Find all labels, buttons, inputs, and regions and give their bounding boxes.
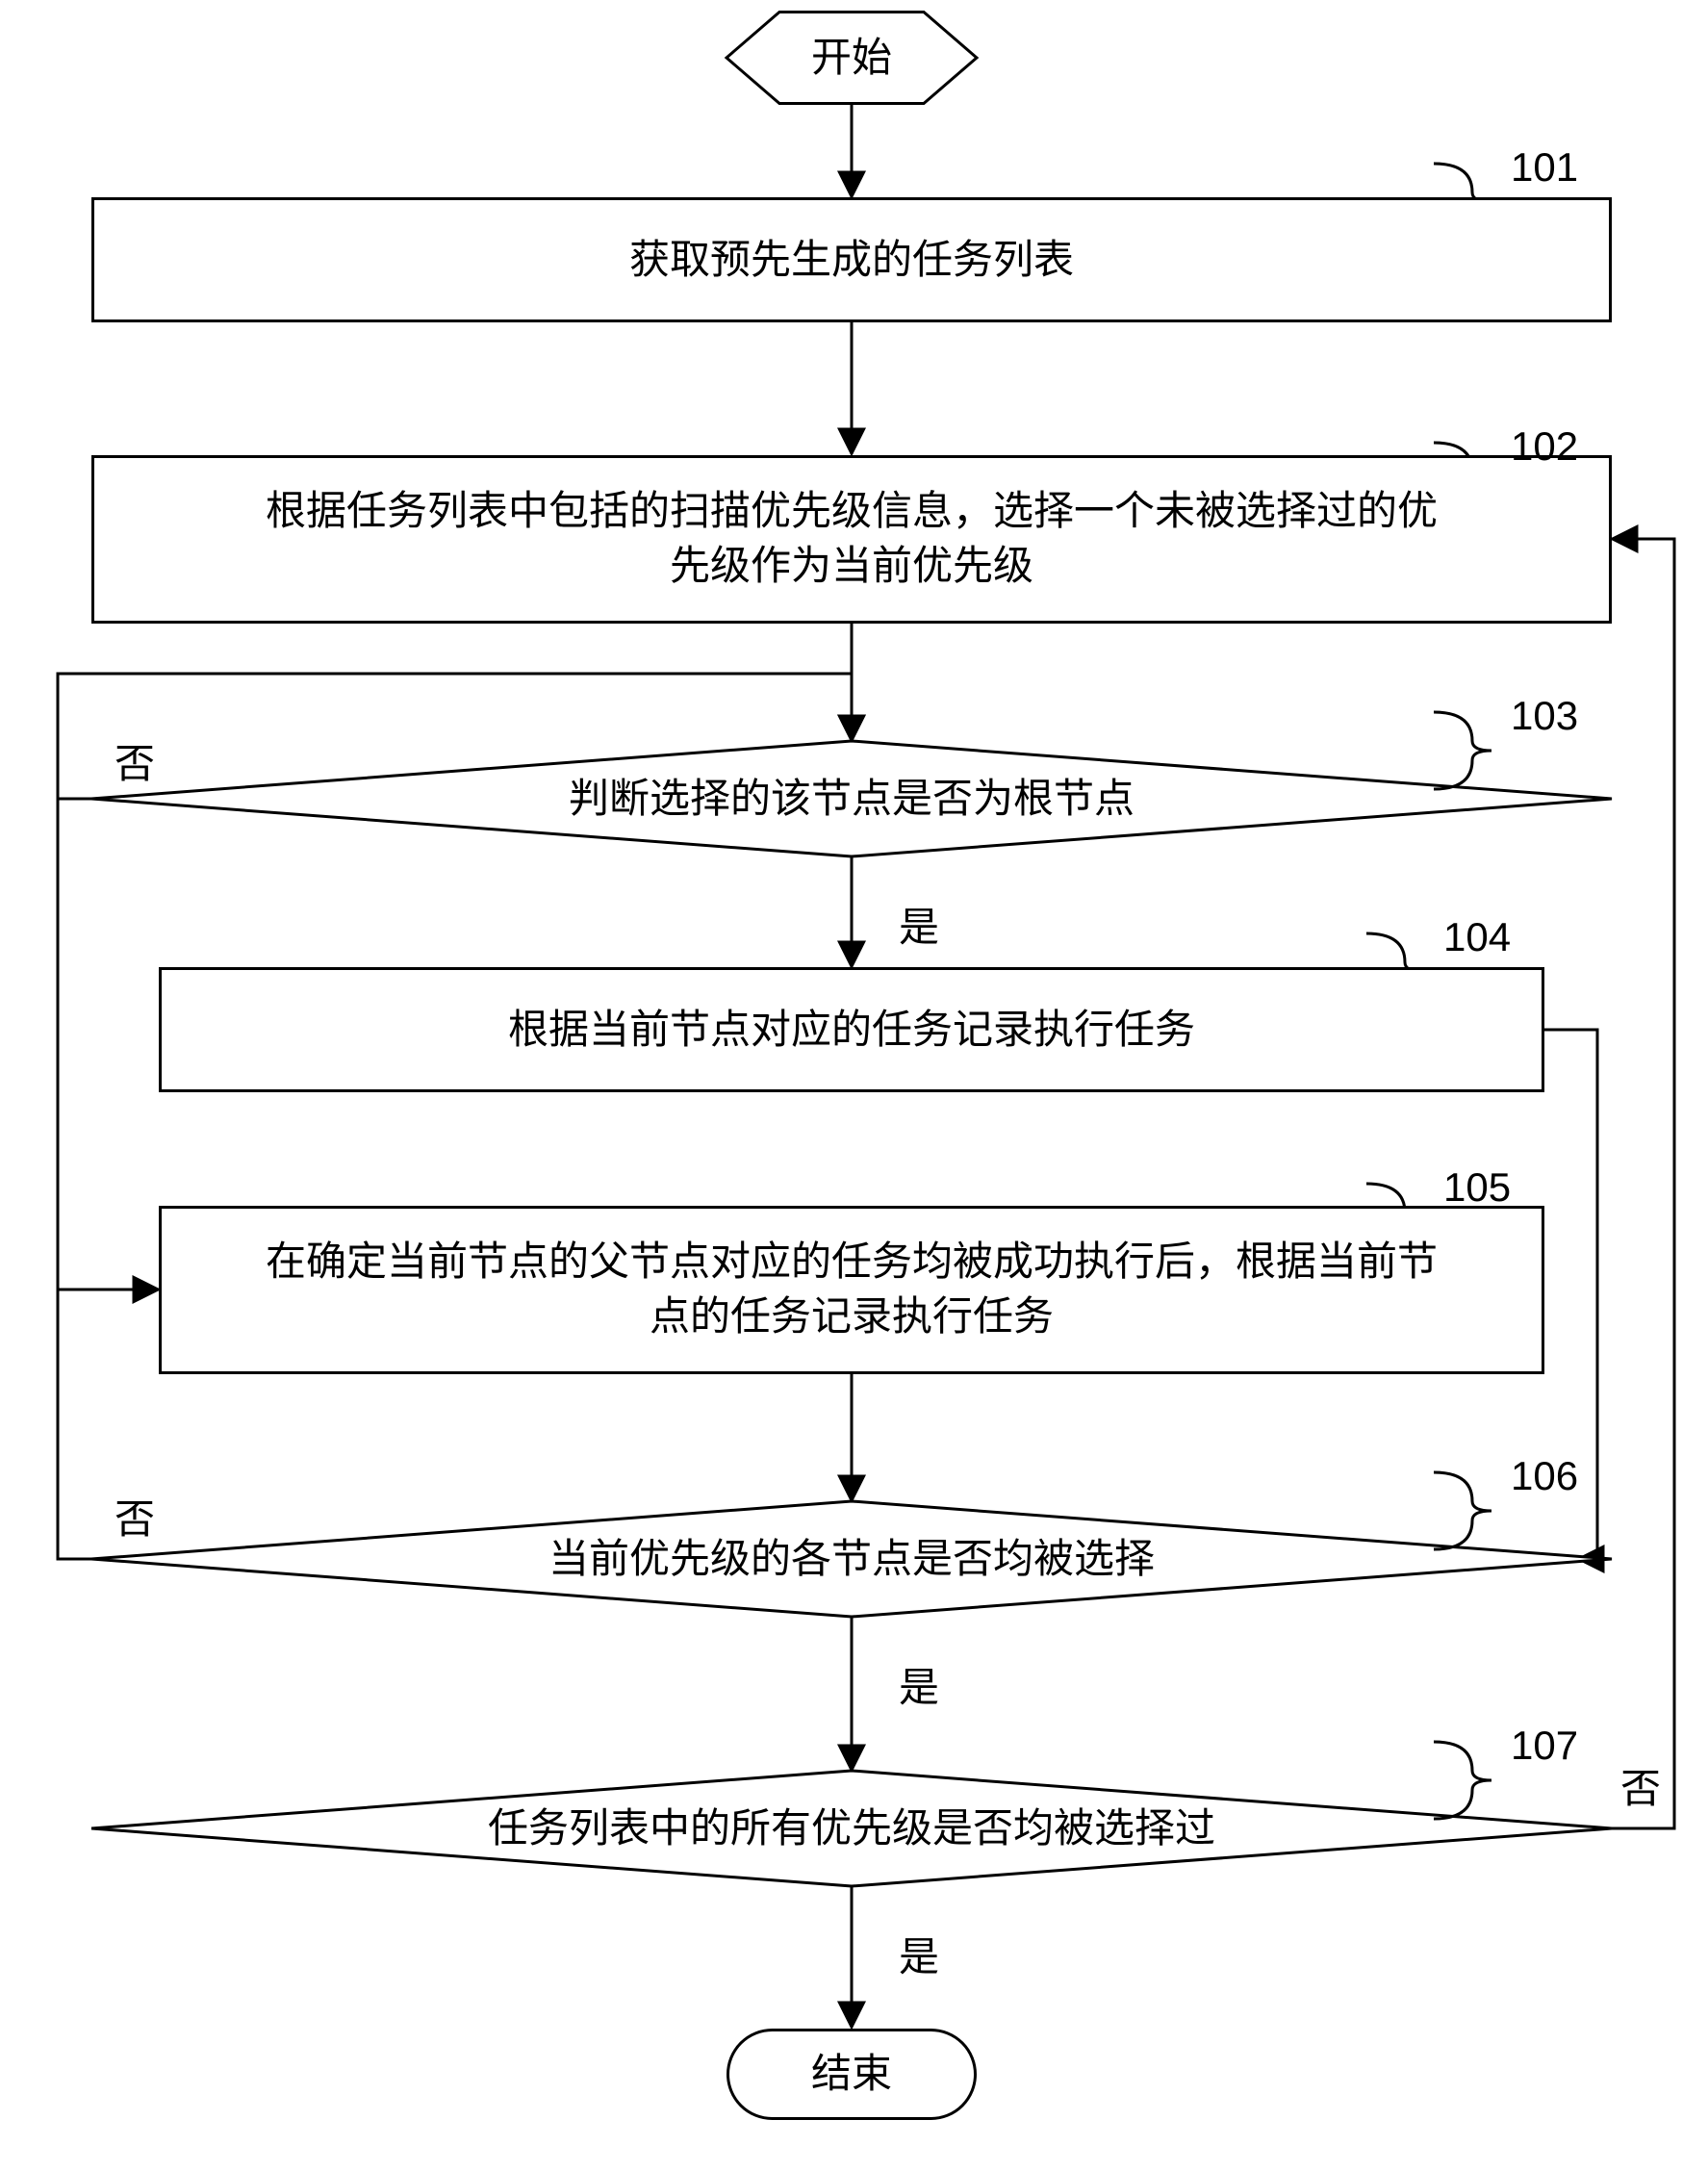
node-label: 当前优先级的各节点是否均被选择 [481, 1532, 1222, 1587]
node-s105: 在确定当前节点的父节点对应的任务均被成功执行后，根据当前节 点的任务记录执行任务 [159, 1206, 1544, 1374]
edge-s103-s105 [58, 799, 159, 1290]
node-label: 结束 [811, 2047, 892, 2102]
edge-label: 是 [895, 1925, 943, 1983]
edge-label: 否 [111, 731, 159, 790]
node-s103: 判断选择的该节点是否为根节点 [91, 741, 1612, 856]
node-start: 开始 [727, 13, 977, 104]
node-label: 根据任务列表中包括的扫描优先级信息，选择一个未被选择过的优 先级作为当前优先级 [266, 484, 1438, 593]
edge-label: 是 [895, 895, 943, 954]
edge-label: 否 [111, 1487, 159, 1545]
step-label-104: 104 [1443, 914, 1511, 960]
node-label: 任务列表中的所有优先级是否均被选择过 [421, 1801, 1283, 1856]
node-label: 获取预先生成的任务列表 [629, 233, 1074, 288]
node-label: 根据当前节点对应的任务记录执行任务 [508, 1003, 1195, 1058]
node-s102: 根据任务列表中包括的扫描优先级信息，选择一个未被选择过的优 先级作为当前优先级 [91, 455, 1612, 624]
node-label: 判断选择的该节点是否为根节点 [501, 772, 1202, 827]
node-end: 结束 [727, 2029, 977, 2120]
node-label: 在确定当前节点的父节点对应的任务均被成功执行后，根据当前节 点的任务记录执行任务 [266, 1235, 1438, 1343]
step-label-103: 103 [1511, 693, 1578, 739]
node-label: 开始 [744, 31, 959, 86]
edge-label: 否 [1617, 1756, 1665, 1815]
node-s106: 当前优先级的各节点是否均被选择 [91, 1501, 1612, 1617]
step-label-101: 101 [1511, 144, 1578, 191]
step-label-105: 105 [1443, 1164, 1511, 1211]
node-s104: 根据当前节点对应的任务记录执行任务 [159, 967, 1544, 1092]
edge-s107-s102 [1612, 539, 1674, 1828]
flowchart-canvas: 开始结束 获取预先生成的任务列表根据任务列表中包括的扫描优先级信息，选择一个未被选… [0, 0, 1708, 2171]
node-s101: 获取预先生成的任务列表 [91, 197, 1612, 322]
step-label-102: 102 [1511, 423, 1578, 470]
step-label-107: 107 [1511, 1723, 1578, 1769]
node-s107: 任务列表中的所有优先级是否均被选择过 [91, 1771, 1612, 1886]
edge-label: 是 [895, 1655, 943, 1714]
step-label-106: 106 [1511, 1453, 1578, 1499]
